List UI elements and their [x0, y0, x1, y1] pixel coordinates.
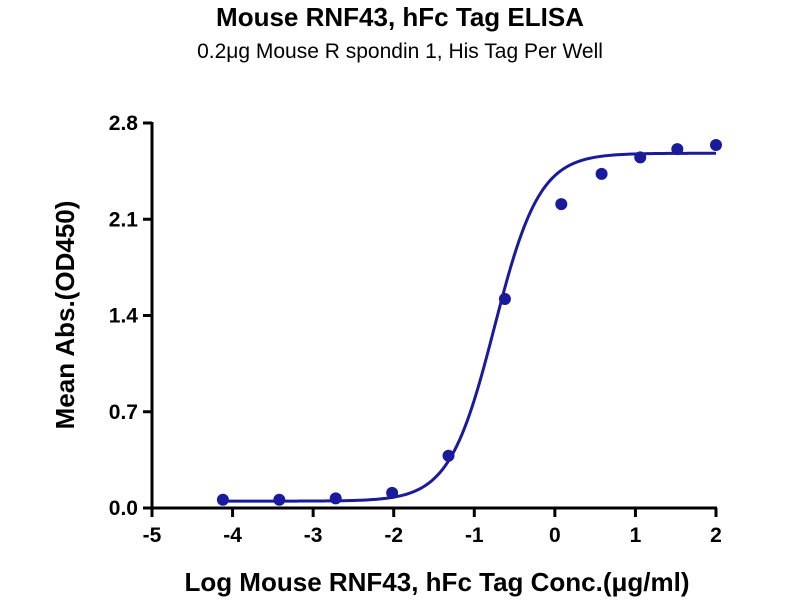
chart-title: Mouse RNF43, hFc Tag ELISA: [216, 2, 584, 32]
data-point: [671, 143, 684, 156]
y-tick-label: 1.4: [109, 305, 139, 328]
data-points: [216, 139, 722, 506]
y-tick-label: 2.8: [109, 112, 139, 135]
data-point: [216, 493, 229, 506]
ticks: -5 -4 -3 -2 -1 0 1 2 0.0 0.7 1.4 2.1 2.8: [109, 112, 722, 547]
data-point: [595, 167, 608, 180]
data-point: [386, 486, 399, 499]
x-tick-label: -1: [465, 524, 484, 547]
y-tick-label: 2.1: [109, 208, 139, 231]
y-tick-label: 0.7: [109, 401, 138, 424]
x-tick-label: -3: [304, 524, 323, 547]
x-tick-label: 2: [710, 524, 722, 547]
x-tick-label: -4: [223, 524, 242, 547]
x-axis-title: Log Mouse RNF43, hFc Tag Conc.(μg/ml): [184, 567, 689, 597]
data-point: [710, 139, 722, 151]
data-point: [273, 493, 286, 506]
fit-curve: [222, 151, 716, 503]
chart-subtitle: 0.2μg Mouse R spondin 1, His Tag Per Wel…: [197, 40, 603, 63]
data-point: [442, 449, 455, 462]
data-point: [634, 151, 647, 164]
axes: [150, 122, 717, 510]
x-tick-label: 0: [549, 524, 561, 547]
x-tick-label: -5: [143, 524, 162, 547]
data-point: [555, 198, 568, 211]
data-point: [498, 293, 511, 305]
data-point: [329, 492, 342, 505]
x-tick-label: 1: [630, 524, 642, 547]
x-tick-label: -2: [384, 524, 403, 547]
y-axis-title: Mean Abs.(OD450): [50, 201, 80, 430]
y-tick-label: 0.0: [109, 497, 138, 520]
